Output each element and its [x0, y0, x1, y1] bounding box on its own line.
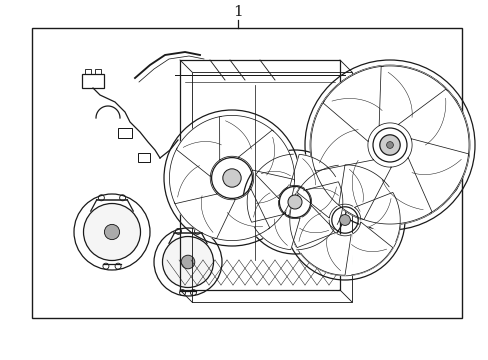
Bar	[95, 69, 101, 74]
Polygon shape	[246, 180, 284, 222]
Polygon shape	[361, 158, 431, 224]
Polygon shape	[169, 148, 217, 204]
Bar	[82, 74, 104, 88]
Bar	[32, 28, 461, 318]
Polygon shape	[351, 222, 392, 275]
Polygon shape	[296, 206, 333, 250]
Polygon shape	[305, 182, 342, 224]
Circle shape	[223, 169, 241, 187]
Bar	[138, 153, 150, 162]
Polygon shape	[255, 154, 293, 199]
Bar	[85, 69, 91, 74]
Polygon shape	[219, 116, 273, 160]
Circle shape	[287, 195, 302, 209]
Circle shape	[162, 237, 213, 288]
Polygon shape	[289, 154, 335, 188]
Polygon shape	[214, 189, 269, 240]
Polygon shape	[300, 234, 350, 275]
Polygon shape	[323, 66, 383, 141]
Circle shape	[379, 135, 399, 155]
Polygon shape	[338, 165, 388, 206]
Polygon shape	[314, 159, 390, 220]
Polygon shape	[174, 194, 235, 239]
Text: 1: 1	[233, 5, 243, 19]
Polygon shape	[397, 89, 468, 156]
Circle shape	[181, 255, 194, 269]
Polygon shape	[250, 170, 294, 229]
Polygon shape	[238, 130, 294, 181]
Circle shape	[339, 215, 350, 225]
Circle shape	[386, 141, 392, 148]
Polygon shape	[354, 192, 399, 242]
Polygon shape	[297, 165, 338, 218]
Polygon shape	[289, 198, 335, 248]
Polygon shape	[378, 66, 447, 126]
Polygon shape	[176, 116, 221, 176]
Polygon shape	[254, 216, 300, 249]
Circle shape	[104, 224, 120, 240]
Polygon shape	[407, 139, 468, 213]
Circle shape	[83, 203, 140, 261]
Bar	[118, 128, 132, 138]
Polygon shape	[310, 101, 373, 171]
